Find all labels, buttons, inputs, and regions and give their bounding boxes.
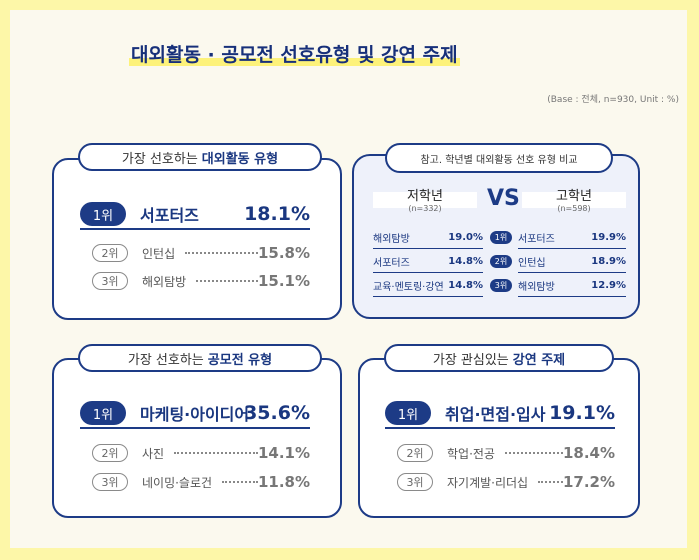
junior-item-percent: 14.8% [448, 279, 483, 291]
rank3-percent: 15.1% [257, 272, 310, 290]
rank2-name: 인턴십 [142, 246, 176, 261]
page-title: 대외활동 · 공모전 선호유형 및 강연 주제 [129, 42, 460, 68]
rank1-badge: 1위 [80, 202, 126, 226]
rank3-percent: 17.2% [562, 473, 615, 491]
dotted-leader [174, 451, 258, 454]
vs-label: VS [487, 186, 520, 211]
rank2-percent: 18.4% [562, 444, 615, 462]
rank2-badge: 2위 [92, 444, 128, 462]
lecture-header-prefix: 가장 관심있는 [432, 352, 509, 368]
rank3-name: 자기계발·리더십 [447, 475, 529, 490]
rank2-badge: 2위 [397, 444, 433, 462]
senior-item-name: 인턴십 [518, 257, 546, 269]
junior-row-3: 교육·멘토링·강연 14.8% [373, 274, 483, 297]
rank1-name: 서포터즈 [140, 206, 199, 225]
rank3-name: 해외탐방 [142, 274, 187, 289]
left-head-band [373, 192, 477, 208]
rank3-name: 네이밍·슬로건 [142, 475, 213, 490]
rank1-badge: 1위 [385, 401, 431, 425]
junior-group-head: 저학년 (n=332) [373, 185, 477, 213]
rank1-percent: 18.1% [244, 203, 310, 225]
rank1-name: 취업·면접·입사 [445, 405, 546, 424]
base-note: (Base : 전체, n=930, Unit : %) [547, 95, 679, 105]
activity-rank3-row: 3위 해외탐방 15.1% [92, 271, 310, 291]
rank2-badge: 2위 [92, 244, 128, 262]
activity-card [52, 158, 342, 320]
junior-item-name: 해외탐방 [373, 233, 410, 245]
contest-header-bold: 공모전 유형 [207, 352, 273, 368]
senior-item-name: 해외탐방 [518, 281, 555, 293]
activity-header-bold: 대외활동 유형 [201, 151, 279, 167]
rank3-percent: 11.8% [257, 473, 310, 491]
dotted-leader [538, 480, 563, 483]
right-head-band [522, 192, 626, 208]
rank1-name: 마케팅·아이디어 [140, 405, 250, 424]
rank1-badge: 1위 [80, 401, 126, 425]
junior-item-percent: 14.8% [448, 255, 483, 267]
rank1-underline [80, 228, 310, 230]
mini-rank-3-badge: 3위 [490, 279, 512, 292]
activity-rank2-row: 2위 인턴십 15.8% [92, 243, 310, 263]
junior-row-1: 해외탐방 19.0% [373, 226, 483, 249]
dotted-leader [185, 251, 258, 254]
rank3-badge: 3위 [92, 272, 128, 290]
contest-rank1-row: 1위 마케팅·아이디어 35.6% [80, 400, 310, 426]
dotted-leader [222, 480, 258, 483]
rank1-underline [80, 427, 310, 429]
rank2-percent: 15.8% [257, 244, 310, 262]
junior-item-percent: 19.0% [448, 231, 483, 243]
rank1-percent: 19.1% [549, 402, 615, 424]
junior-n: (n=332) [408, 204, 442, 213]
contest-header: 가장 선호하는 공모전 유형 [78, 344, 322, 372]
senior-group-head: 고학년 (n=598) [522, 185, 626, 213]
senior-title: 고학년 [556, 189, 592, 204]
mini-rank-2-badge: 2위 [490, 255, 512, 268]
senior-item-percent: 19.9% [591, 231, 626, 243]
junior-item-name: 교육·멘토링·강연 [373, 281, 444, 293]
contest-card [52, 358, 342, 518]
senior-row-3: 해외탐방 12.9% [518, 274, 626, 297]
contest-rank3-row: 3위 네이밍·슬로건 11.8% [92, 472, 310, 492]
lecture-rank3-row: 3위 자기계발·리더십 17.2% [397, 472, 615, 492]
senior-row-1: 서포터즈 19.9% [518, 226, 626, 249]
junior-row-2: 서포터즈 14.8% [373, 250, 483, 273]
lecture-header-bold: 강연 주제 [512, 352, 566, 368]
junior-title: 저학년 [407, 189, 443, 204]
activity-header-prefix: 가장 선호하는 [121, 151, 198, 167]
lecture-card [358, 358, 640, 518]
lecture-rank2-row: 2위 학업·전공 18.4% [397, 443, 615, 463]
rank2-name: 사진 [142, 446, 165, 461]
contest-rank2-row: 2위 사진 14.1% [92, 443, 310, 463]
lecture-rank1-row: 1위 취업·면접·입사 19.1% [385, 400, 615, 426]
senior-row-2: 인턴십 18.9% [518, 250, 626, 273]
senior-item-name: 서포터즈 [518, 233, 555, 245]
senior-n: (n=598) [557, 204, 591, 213]
rank2-percent: 14.1% [257, 444, 310, 462]
rank1-underline [385, 427, 615, 429]
lecture-header: 가장 관심있는 강연 주제 [384, 344, 614, 372]
rank3-badge: 3위 [397, 473, 433, 491]
dotted-leader [196, 279, 258, 282]
rank1-percent: 35.6% [244, 402, 310, 424]
dotted-leader [504, 451, 563, 454]
rank2-name: 학업·전공 [447, 446, 495, 461]
rank3-badge: 3위 [92, 473, 128, 491]
junior-item-name: 서포터즈 [373, 257, 410, 269]
mini-rank-1-badge: 1위 [490, 231, 512, 244]
activity-header: 가장 선호하는 대외활동 유형 [78, 143, 322, 171]
contest-header-prefix: 가장 선호하는 [127, 352, 204, 368]
senior-item-percent: 12.9% [591, 279, 626, 291]
senior-item-percent: 18.9% [591, 255, 626, 267]
comparison-header: 참고. 학년별 대외활동 선호 유형 비교 [385, 143, 613, 173]
activity-rank1-row: 1위 서포터즈 18.1% [80, 201, 310, 227]
